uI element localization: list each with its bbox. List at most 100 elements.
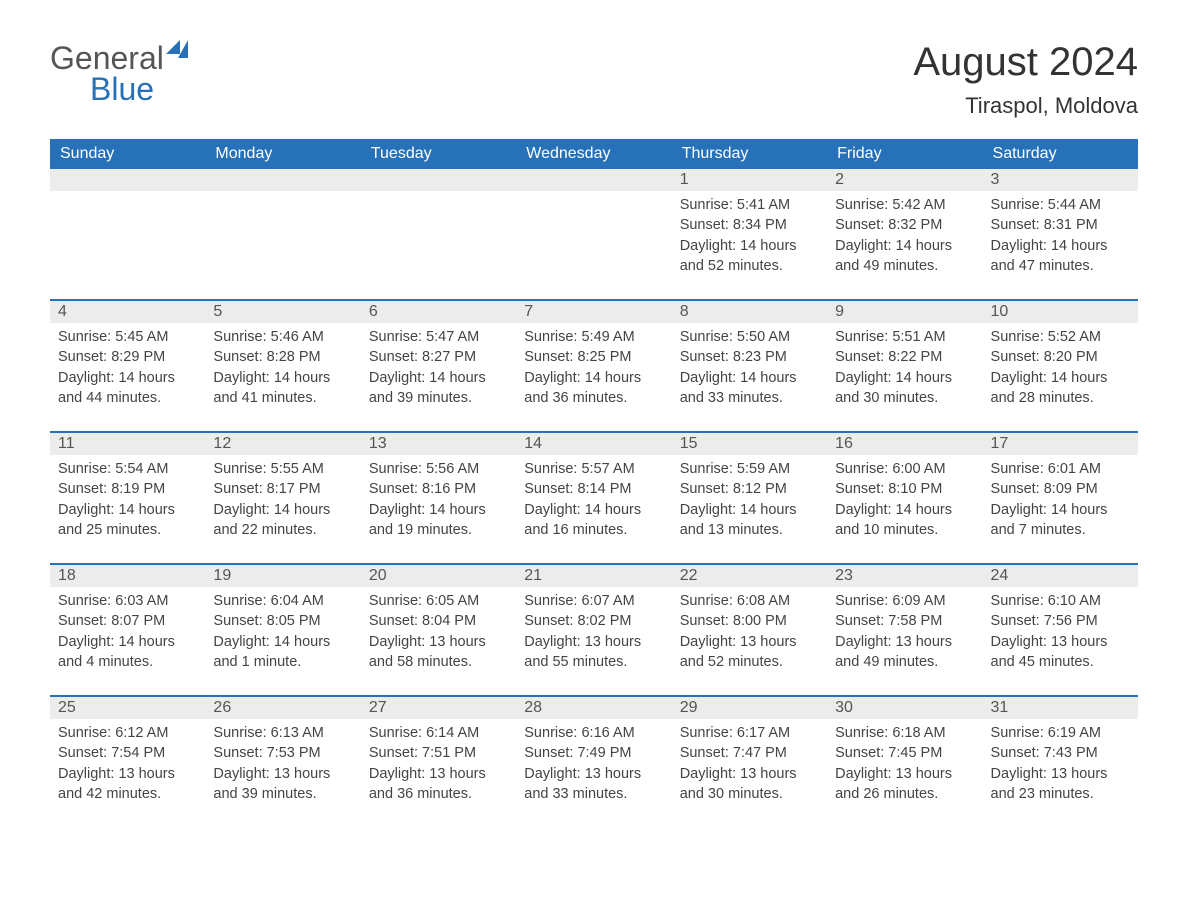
day-number: 20 — [361, 565, 516, 587]
day-number: 3 — [983, 169, 1138, 191]
daylight-line: Daylight: 13 hours and 39 minutes. — [213, 764, 352, 805]
day-details: Sunrise: 5:45 AMSunset: 8:29 PMDaylight:… — [50, 323, 205, 416]
daylight-line: Daylight: 13 hours and 23 minutes. — [991, 764, 1130, 805]
weekday-header: Thursday — [672, 139, 827, 169]
logo-text-blue: Blue — [90, 71, 188, 108]
day-details: Sunrise: 5:49 AMSunset: 8:25 PMDaylight:… — [516, 323, 671, 416]
sunset-line: Sunset: 8:25 PM — [524, 347, 663, 367]
sunset-line: Sunset: 7:43 PM — [991, 743, 1130, 763]
calendar-cell: 31Sunrise: 6:19 AMSunset: 7:43 PMDayligh… — [983, 696, 1138, 827]
calendar-cell: 25Sunrise: 6:12 AMSunset: 7:54 PMDayligh… — [50, 696, 205, 827]
sunrise-line: Sunrise: 6:08 AM — [680, 591, 819, 611]
sunset-line: Sunset: 7:47 PM — [680, 743, 819, 763]
daylight-line: Daylight: 14 hours and 7 minutes. — [991, 500, 1130, 541]
sunset-line: Sunset: 8:17 PM — [213, 479, 352, 499]
title-block: August 2024 Tiraspol, Moldova — [913, 40, 1138, 119]
sunset-line: Sunset: 8:31 PM — [991, 215, 1130, 235]
sunrise-line: Sunrise: 6:03 AM — [58, 591, 197, 611]
weekday-header: Monday — [205, 139, 360, 169]
day-number: 22 — [672, 565, 827, 587]
calendar-cell: 9Sunrise: 5:51 AMSunset: 8:22 PMDaylight… — [827, 300, 982, 432]
calendar-cell: 7Sunrise: 5:49 AMSunset: 8:25 PMDaylight… — [516, 300, 671, 432]
sunset-line: Sunset: 7:45 PM — [835, 743, 974, 763]
day-details: Sunrise: 5:47 AMSunset: 8:27 PMDaylight:… — [361, 323, 516, 416]
day-number: 2 — [827, 169, 982, 191]
sunrise-line: Sunrise: 5:55 AM — [213, 459, 352, 479]
day-number: 27 — [361, 697, 516, 719]
calendar-cell: 22Sunrise: 6:08 AMSunset: 8:00 PMDayligh… — [672, 564, 827, 696]
day-number: 5 — [205, 301, 360, 323]
calendar-cell: 2Sunrise: 5:42 AMSunset: 8:32 PMDaylight… — [827, 169, 982, 300]
calendar-cell: 18Sunrise: 6:03 AMSunset: 8:07 PMDayligh… — [50, 564, 205, 696]
calendar-cell: 8Sunrise: 5:50 AMSunset: 8:23 PMDaylight… — [672, 300, 827, 432]
sunrise-line: Sunrise: 6:10 AM — [991, 591, 1130, 611]
sunrise-line: Sunrise: 6:17 AM — [680, 723, 819, 743]
calendar-cell: 4Sunrise: 5:45 AMSunset: 8:29 PMDaylight… — [50, 300, 205, 432]
sunset-line: Sunset: 8:32 PM — [835, 215, 974, 235]
sunrise-line: Sunrise: 5:44 AM — [991, 195, 1130, 215]
sunrise-line: Sunrise: 5:50 AM — [680, 327, 819, 347]
daylight-line: Daylight: 14 hours and 1 minute. — [213, 632, 352, 673]
calendar-cell — [50, 169, 205, 300]
day-number: 1 — [672, 169, 827, 191]
day-number: 19 — [205, 565, 360, 587]
sunrise-line: Sunrise: 5:49 AM — [524, 327, 663, 347]
daylight-line: Daylight: 14 hours and 52 minutes. — [680, 236, 819, 277]
sunset-line: Sunset: 8:22 PM — [835, 347, 974, 367]
weekday-header: Saturday — [983, 139, 1138, 169]
daylight-line: Daylight: 13 hours and 33 minutes. — [524, 764, 663, 805]
day-number: 9 — [827, 301, 982, 323]
calendar-cell — [361, 169, 516, 300]
day-number: 6 — [361, 301, 516, 323]
location: Tiraspol, Moldova — [913, 93, 1138, 119]
day-number: 30 — [827, 697, 982, 719]
calendar-week: 1Sunrise: 5:41 AMSunset: 8:34 PMDaylight… — [50, 169, 1138, 300]
day-details: Sunrise: 6:17 AMSunset: 7:47 PMDaylight:… — [672, 719, 827, 812]
sunset-line: Sunset: 8:10 PM — [835, 479, 974, 499]
day-details: Sunrise: 6:18 AMSunset: 7:45 PMDaylight:… — [827, 719, 982, 812]
day-details: Sunrise: 6:00 AMSunset: 8:10 PMDaylight:… — [827, 455, 982, 548]
daylight-line: Daylight: 14 hours and 28 minutes. — [991, 368, 1130, 409]
sunrise-line: Sunrise: 6:14 AM — [369, 723, 508, 743]
calendar-cell: 17Sunrise: 6:01 AMSunset: 8:09 PMDayligh… — [983, 432, 1138, 564]
calendar-cell: 10Sunrise: 5:52 AMSunset: 8:20 PMDayligh… — [983, 300, 1138, 432]
sunset-line: Sunset: 8:12 PM — [680, 479, 819, 499]
sunrise-line: Sunrise: 5:57 AM — [524, 459, 663, 479]
calendar-cell: 24Sunrise: 6:10 AMSunset: 7:56 PMDayligh… — [983, 564, 1138, 696]
day-details: Sunrise: 5:56 AMSunset: 8:16 PMDaylight:… — [361, 455, 516, 548]
calendar-week: 11Sunrise: 5:54 AMSunset: 8:19 PMDayligh… — [50, 432, 1138, 564]
daylight-line: Daylight: 13 hours and 55 minutes. — [524, 632, 663, 673]
day-details: Sunrise: 6:08 AMSunset: 8:00 PMDaylight:… — [672, 587, 827, 680]
calendar-cell: 26Sunrise: 6:13 AMSunset: 7:53 PMDayligh… — [205, 696, 360, 827]
sunrise-line: Sunrise: 6:04 AM — [213, 591, 352, 611]
day-number: 25 — [50, 697, 205, 719]
day-details: Sunrise: 6:19 AMSunset: 7:43 PMDaylight:… — [983, 719, 1138, 812]
day-details: Sunrise: 6:13 AMSunset: 7:53 PMDaylight:… — [205, 719, 360, 812]
calendar-cell: 30Sunrise: 6:18 AMSunset: 7:45 PMDayligh… — [827, 696, 982, 827]
daylight-line: Daylight: 13 hours and 36 minutes. — [369, 764, 508, 805]
sunset-line: Sunset: 8:27 PM — [369, 347, 508, 367]
calendar-cell: 15Sunrise: 5:59 AMSunset: 8:12 PMDayligh… — [672, 432, 827, 564]
day-number: 13 — [361, 433, 516, 455]
daylight-line: Daylight: 14 hours and 36 minutes. — [524, 368, 663, 409]
calendar-header: SundayMondayTuesdayWednesdayThursdayFrid… — [50, 139, 1138, 169]
calendar-cell: 27Sunrise: 6:14 AMSunset: 7:51 PMDayligh… — [361, 696, 516, 827]
calendar-cell — [516, 169, 671, 300]
daylight-line: Daylight: 14 hours and 22 minutes. — [213, 500, 352, 541]
day-number: 28 — [516, 697, 671, 719]
day-details: Sunrise: 6:10 AMSunset: 7:56 PMDaylight:… — [983, 587, 1138, 680]
sunset-line: Sunset: 8:34 PM — [680, 215, 819, 235]
empty-day — [205, 169, 360, 191]
sunrise-line: Sunrise: 5:59 AM — [680, 459, 819, 479]
sunrise-line: Sunrise: 5:46 AM — [213, 327, 352, 347]
daylight-line: Daylight: 13 hours and 52 minutes. — [680, 632, 819, 673]
calendar-cell — [205, 169, 360, 300]
calendar-cell: 5Sunrise: 5:46 AMSunset: 8:28 PMDaylight… — [205, 300, 360, 432]
weekday-header: Friday — [827, 139, 982, 169]
day-details: Sunrise: 6:01 AMSunset: 8:09 PMDaylight:… — [983, 455, 1138, 548]
day-details: Sunrise: 6:14 AMSunset: 7:51 PMDaylight:… — [361, 719, 516, 812]
sunrise-line: Sunrise: 5:51 AM — [835, 327, 974, 347]
day-details: Sunrise: 5:50 AMSunset: 8:23 PMDaylight:… — [672, 323, 827, 416]
sunset-line: Sunset: 7:58 PM — [835, 611, 974, 631]
day-number: 26 — [205, 697, 360, 719]
